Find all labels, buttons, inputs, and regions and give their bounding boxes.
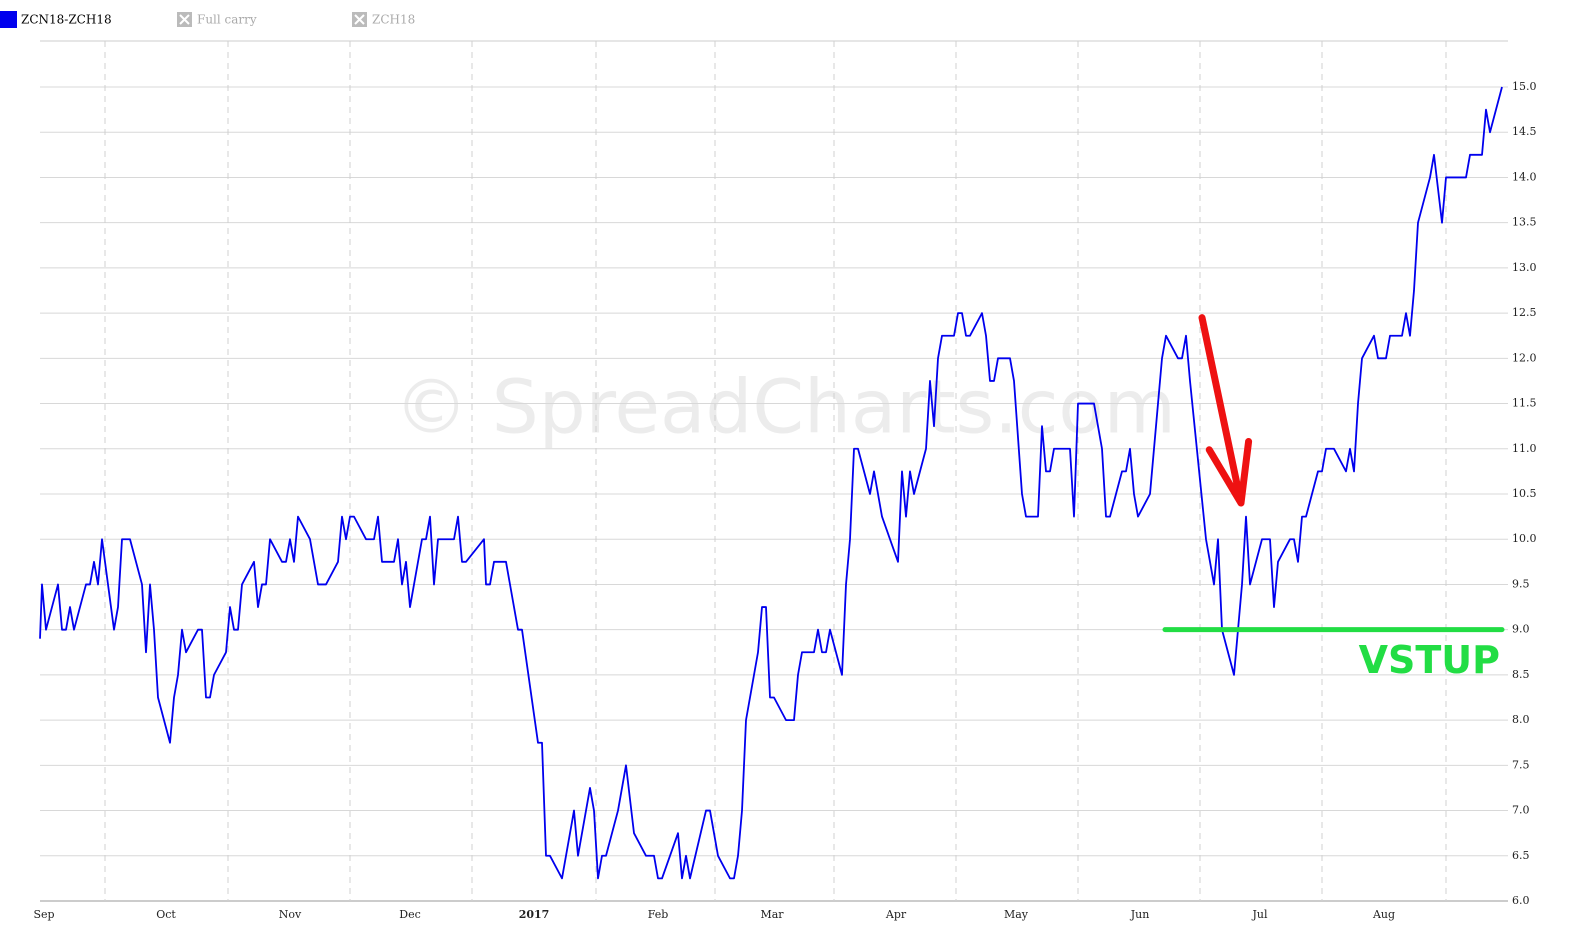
y-tick-label: 12.0 xyxy=(1512,351,1537,364)
y-tick-label: 13.5 xyxy=(1512,216,1537,229)
y-tick-label: 7.0 xyxy=(1512,804,1530,817)
y-tick-label: 8.0 xyxy=(1512,713,1530,726)
y-tick-label: 13.0 xyxy=(1512,261,1537,274)
y-tick-label: 8.5 xyxy=(1512,668,1530,681)
x-tick-label: Feb xyxy=(648,908,669,921)
x-tick-label: 2017 xyxy=(519,908,550,921)
y-tick-label: 11.0 xyxy=(1512,442,1537,455)
y-tick-label: 12.5 xyxy=(1512,306,1537,319)
legend-entry[interactable]: ZCH18 xyxy=(372,13,415,27)
annotation-arrow xyxy=(1198,314,1253,507)
x-tick-label: Nov xyxy=(279,908,302,921)
x-tick-label: Jun xyxy=(1130,908,1150,921)
legend-entry[interactable]: ZCN18-ZCH18 xyxy=(21,13,112,27)
y-tick-label: 10.0 xyxy=(1512,532,1537,545)
y-tick-label: 14.5 xyxy=(1512,125,1537,138)
y-tick-label: 9.0 xyxy=(1512,623,1530,636)
y-tick-label: 11.5 xyxy=(1512,397,1537,410)
level-label: VSTUP xyxy=(1359,638,1500,682)
series-line xyxy=(39,86,1503,880)
y-tick-label: 10.5 xyxy=(1512,487,1537,500)
legend-swatch[interactable] xyxy=(0,11,17,28)
y-tick-label: 14.0 xyxy=(1512,170,1537,183)
watermark: © SpreadCharts.com xyxy=(394,365,1176,451)
x-tick-label: Jul xyxy=(1251,908,1267,921)
x-tick-label: Aug xyxy=(1372,908,1395,921)
y-tick-label: 6.0 xyxy=(1512,894,1530,907)
y-tick-label: 7.5 xyxy=(1512,758,1530,771)
x-tick-label: Oct xyxy=(156,908,176,921)
legend-disabled-icon[interactable] xyxy=(177,12,192,27)
x-tick-label: Sep xyxy=(33,908,54,921)
x-tick-label: Dec xyxy=(399,908,421,921)
x-tick-label: May xyxy=(1004,908,1029,921)
legend-disabled-icon[interactable] xyxy=(352,12,367,27)
x-tick-label: Apr xyxy=(885,908,907,921)
y-tick-label: 9.5 xyxy=(1512,577,1530,590)
legend-entry[interactable]: Full carry xyxy=(197,13,257,27)
y-tick-label: 15.0 xyxy=(1512,80,1537,93)
y-tick-label: 6.5 xyxy=(1512,849,1530,862)
x-tick-label: Mar xyxy=(760,908,784,921)
